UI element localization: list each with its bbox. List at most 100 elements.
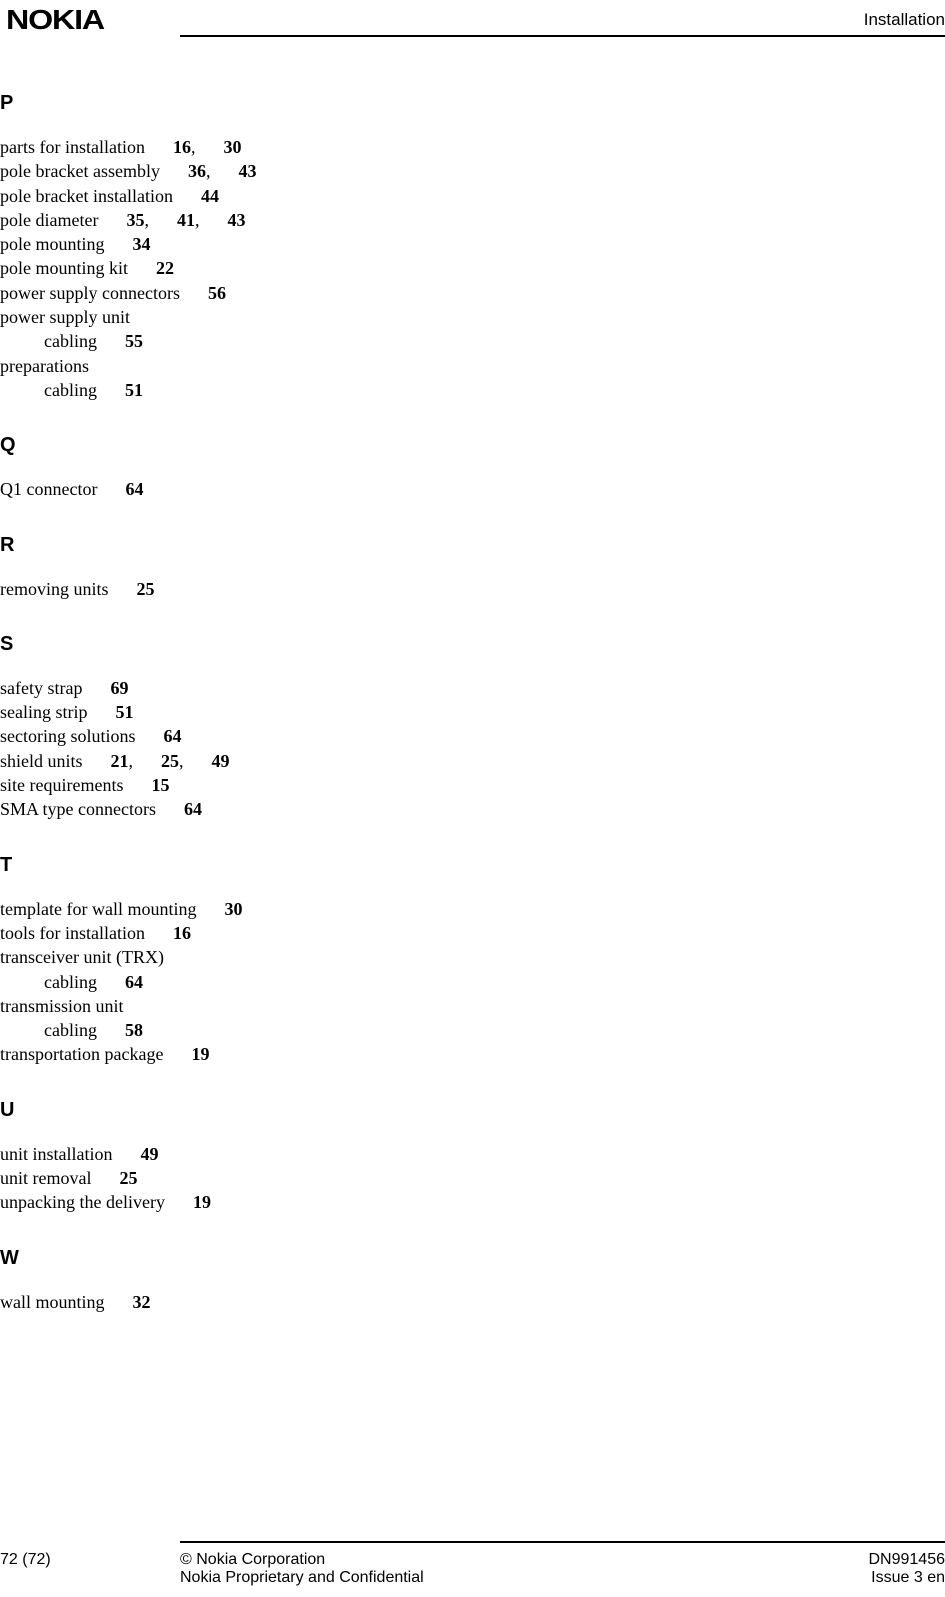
index-page-number: 49	[212, 751, 230, 771]
index-page-number: 56	[208, 283, 226, 303]
index-section-letter: T	[0, 854, 945, 877]
index-term: power supply connectors	[0, 283, 180, 303]
index-page-number: 30	[224, 899, 242, 919]
index-term: removing units	[0, 579, 109, 599]
footer-right: DN991456 Issue 3 en	[869, 1551, 945, 1587]
index-page-number: 19	[193, 1192, 211, 1212]
index-term: cabling	[44, 380, 97, 400]
index-term: template for wall mounting	[0, 899, 196, 919]
nokia-logo: NOKIA	[6, 4, 104, 36]
index-term: pole bracket assembly	[0, 161, 160, 181]
index-page-number: 22	[156, 258, 174, 278]
index-page-number: 32	[133, 1292, 151, 1312]
footer-copyright: © Nokia Corporation	[180, 1551, 869, 1569]
index-page-number: 49	[141, 1144, 159, 1164]
index-entry: transportation package19	[0, 1042, 945, 1066]
index-term: transmission unit	[0, 996, 124, 1016]
index-separator: ,	[195, 210, 200, 230]
index-section-letter: P	[0, 92, 945, 115]
index-term: cabling	[44, 331, 97, 351]
index-separator: ,	[129, 751, 134, 771]
index-term: preparations	[0, 356, 89, 376]
index-term: site requirements	[0, 775, 123, 795]
index-page-number: 25	[119, 1168, 137, 1188]
index-page-number: 43	[227, 210, 245, 230]
index-term: SMA type connectors	[0, 799, 156, 819]
index-term: power supply unit	[0, 307, 130, 327]
footer-rule	[180, 1541, 945, 1543]
index-term: wall mounting	[0, 1292, 105, 1312]
index-section-letter: R	[0, 534, 945, 557]
footer-center: © Nokia Corporation Nokia Proprietary an…	[180, 1551, 869, 1587]
index-term: unit installation	[0, 1144, 113, 1164]
page-footer: 72 (72) © Nokia Corporation Nokia Propri…	[0, 1541, 945, 1587]
index-term: tools for installation	[0, 923, 145, 943]
index-entry: cabling 55	[0, 329, 945, 353]
index-term: transceiver unit (TRX)	[0, 947, 164, 967]
index-page-number: 64	[164, 726, 182, 746]
index-term: unit removal	[0, 1168, 91, 1188]
index-page-number: 34	[133, 234, 151, 254]
index-page-number: 44	[201, 186, 219, 206]
index-page-number: 51	[116, 702, 134, 722]
index-term: unpacking the delivery	[0, 1192, 165, 1212]
index-entry: pole mounting kit 22	[0, 256, 945, 280]
index-term: sealing strip	[0, 702, 88, 722]
index-term: pole mounting	[0, 234, 105, 254]
index-entry: pole mounting 34	[0, 232, 945, 256]
index-page-number: 15	[151, 775, 169, 795]
index-term: parts for installation	[0, 137, 145, 157]
index-section-letter: U	[0, 1099, 945, 1122]
index-entry: shield units21,25,49	[0, 749, 945, 773]
index-entry: wall mounting 32	[0, 1290, 945, 1314]
page-header: NOKIA Installation	[0, 0, 945, 50]
index-separator: ,	[191, 137, 196, 157]
index-page-number: 16	[173, 923, 191, 943]
index-page-number: 25	[161, 751, 179, 771]
index-entry: cabling58	[0, 1018, 945, 1042]
index-entry: sealing strip 51	[0, 700, 945, 724]
index-content: Pparts for installation16,30pole bracket…	[0, 92, 945, 1314]
index-page-number: 30	[223, 137, 241, 157]
footer-page-number: 72 (72)	[0, 1551, 180, 1587]
index-entry: tools for installation 16	[0, 921, 945, 945]
index-entry: pole bracket assembly 36, 43	[0, 159, 945, 183]
index-page-number: 58	[125, 1020, 143, 1040]
index-page-number: 21	[111, 751, 129, 771]
header-rule	[180, 35, 945, 37]
index-separator: ,	[144, 210, 149, 230]
index-page-number: 16	[173, 137, 191, 157]
index-entry: unpacking the delivery 19	[0, 1190, 945, 1214]
index-term: pole bracket installation	[0, 186, 173, 206]
index-page-number: 64	[125, 479, 143, 499]
index-entry: sectoring solutions64	[0, 724, 945, 748]
index-section-letter: S	[0, 633, 945, 656]
index-page-number: 64	[125, 972, 143, 992]
index-entry: site requirements 15	[0, 773, 945, 797]
index-term: pole mounting kit	[0, 258, 128, 278]
index-entry: transceiver unit (TRX)	[0, 945, 945, 969]
index-page-number: 64	[184, 799, 202, 819]
index-page-number: 35	[126, 210, 144, 230]
index-entry: pole diameter35,41,43	[0, 208, 945, 232]
index-entry: transmission unit	[0, 994, 945, 1018]
index-entry: cabling51	[0, 378, 945, 402]
index-separator: ,	[179, 751, 184, 771]
index-entry: unit removal 25	[0, 1166, 945, 1190]
index-page-number: 55	[125, 331, 143, 351]
index-entry: safety strap69	[0, 676, 945, 700]
index-page-number: 41	[177, 210, 195, 230]
index-entry: power supply connectors 56	[0, 281, 945, 305]
index-page-number: 43	[238, 161, 256, 181]
footer-issue: Issue 3 en	[869, 1569, 945, 1587]
index-entry: Q1 connector 64	[0, 477, 945, 501]
index-term: Q1 connector	[0, 479, 97, 499]
index-page-number: 36	[188, 161, 206, 181]
index-page-number: 19	[191, 1044, 209, 1064]
index-term: cabling	[44, 972, 97, 992]
index-entry: unit installation 49	[0, 1142, 945, 1166]
index-entry: parts for installation 16, 30	[0, 135, 945, 159]
index-entry: pole bracket installation 44	[0, 184, 945, 208]
index-separator: ,	[206, 161, 211, 181]
index-term: safety strap	[0, 678, 82, 698]
